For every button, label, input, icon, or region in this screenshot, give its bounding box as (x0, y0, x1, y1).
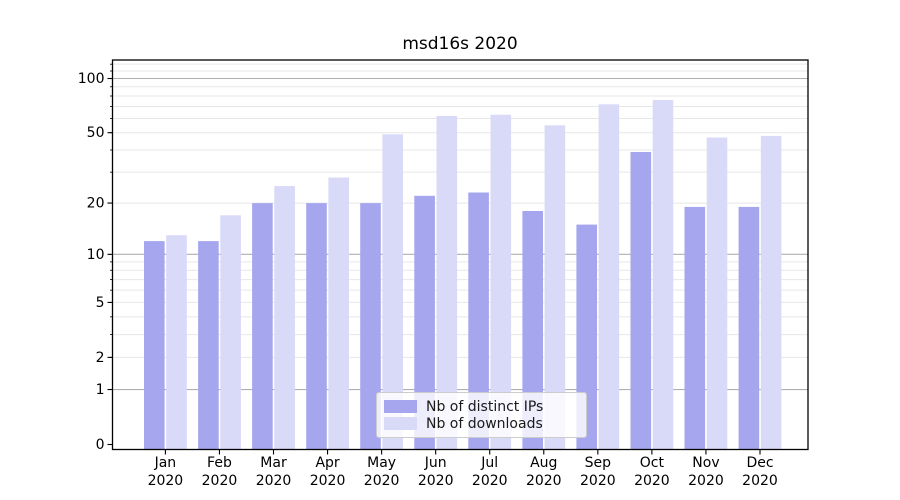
bar-distinct-ips-jun (414, 195, 435, 450)
chart-title: msd16s 2020 (402, 34, 518, 54)
y-tick-label-20: 20 (87, 196, 105, 212)
legend-swatch-distinct-ips (384, 400, 417, 413)
x-tick-sublabel-aug: 2020 (526, 473, 562, 489)
bar-downloads-mar (274, 186, 295, 450)
bar-downloads-sep (598, 104, 620, 450)
bar-distinct-ips-apr (306, 203, 327, 450)
x-tick-sublabel-apr: 2020 (310, 473, 346, 489)
x-tick-label-nov: Nov (692, 455, 719, 471)
bar-downloads-oct (652, 100, 674, 450)
x-tick-label-mar: Mar (260, 455, 287, 471)
y-tick-label-100: 100 (78, 71, 105, 87)
x-tick-sublabel-jun: 2020 (418, 473, 454, 489)
y-tick-label-2: 2 (96, 350, 105, 366)
x-tick-sublabel-oct: 2020 (634, 473, 670, 489)
x-tick-label-aug: Aug (530, 455, 557, 471)
plot-border (111, 59, 809, 451)
legend-label-distinct-ips: Nb of distinct IPs (426, 398, 544, 415)
y-tick-label-50: 50 (87, 125, 105, 141)
x-tick-label-apr: Apr (315, 455, 339, 471)
x-tick-label-oct: Oct (640, 455, 665, 471)
bar-distinct-ips-nov (684, 206, 706, 450)
bar-distinct-ips-jul (468, 192, 489, 450)
x-tick-label-jun: Jun (424, 455, 447, 471)
bar-distinct-ips-jan (144, 241, 165, 450)
bar-distinct-ips-oct (630, 152, 652, 450)
bar-downloads-jan (166, 235, 187, 450)
legend-label-downloads: Nb of downloads (426, 415, 543, 432)
x-tick-label-jan: Jan (154, 455, 177, 471)
y-tick-label-10: 10 (87, 247, 105, 263)
bar-downloads-dec (760, 135, 782, 450)
legend-swatch-downloads (384, 417, 417, 430)
x-tick-sublabel-jul: 2020 (472, 473, 508, 489)
bar-distinct-ips-may (360, 203, 381, 450)
legend-item-distinct-ips: Nb of distinct IPs (384, 399, 579, 415)
x-tick-label-feb: Feb (207, 455, 232, 471)
legend-item-downloads: Nb of downloads (384, 416, 579, 432)
bar-distinct-ips-feb (198, 241, 219, 450)
x-tick-label-dec: Dec (746, 455, 773, 471)
bar-downloads-apr (328, 177, 349, 450)
y-tick-label-5: 5 (96, 295, 105, 311)
bar-downloads-jun (436, 115, 458, 450)
x-tick-sublabel-nov: 2020 (688, 473, 724, 489)
bar-downloads-may (382, 134, 403, 450)
x-tick-label-may: May (367, 455, 396, 471)
x-tick-sublabel-mar: 2020 (256, 473, 292, 489)
x-tick-label-jul: Jul (480, 455, 498, 471)
legend-box: Nb of distinct IPs Nb of downloads (376, 392, 587, 438)
bar-distinct-ips-mar (252, 203, 273, 450)
x-tick-sublabel-sep: 2020 (580, 473, 616, 489)
bar-downloads-jul (490, 114, 512, 450)
x-tick-sublabel-jan: 2020 (148, 473, 184, 489)
bar-downloads-aug (544, 125, 566, 450)
bar-downloads-nov (706, 137, 728, 450)
bar-downloads-feb (220, 215, 241, 450)
bar-distinct-ips-aug (522, 211, 543, 450)
y-tick-label-1: 1 (96, 382, 105, 398)
x-tick-sublabel-may: 2020 (364, 473, 400, 489)
x-tick-sublabel-feb: 2020 (202, 473, 238, 489)
y-tick-label-0: 0 (96, 437, 105, 453)
x-tick-sublabel-dec: 2020 (742, 473, 778, 489)
x-tick-label-sep: Sep (585, 455, 612, 471)
bar-distinct-ips-dec (738, 206, 760, 450)
